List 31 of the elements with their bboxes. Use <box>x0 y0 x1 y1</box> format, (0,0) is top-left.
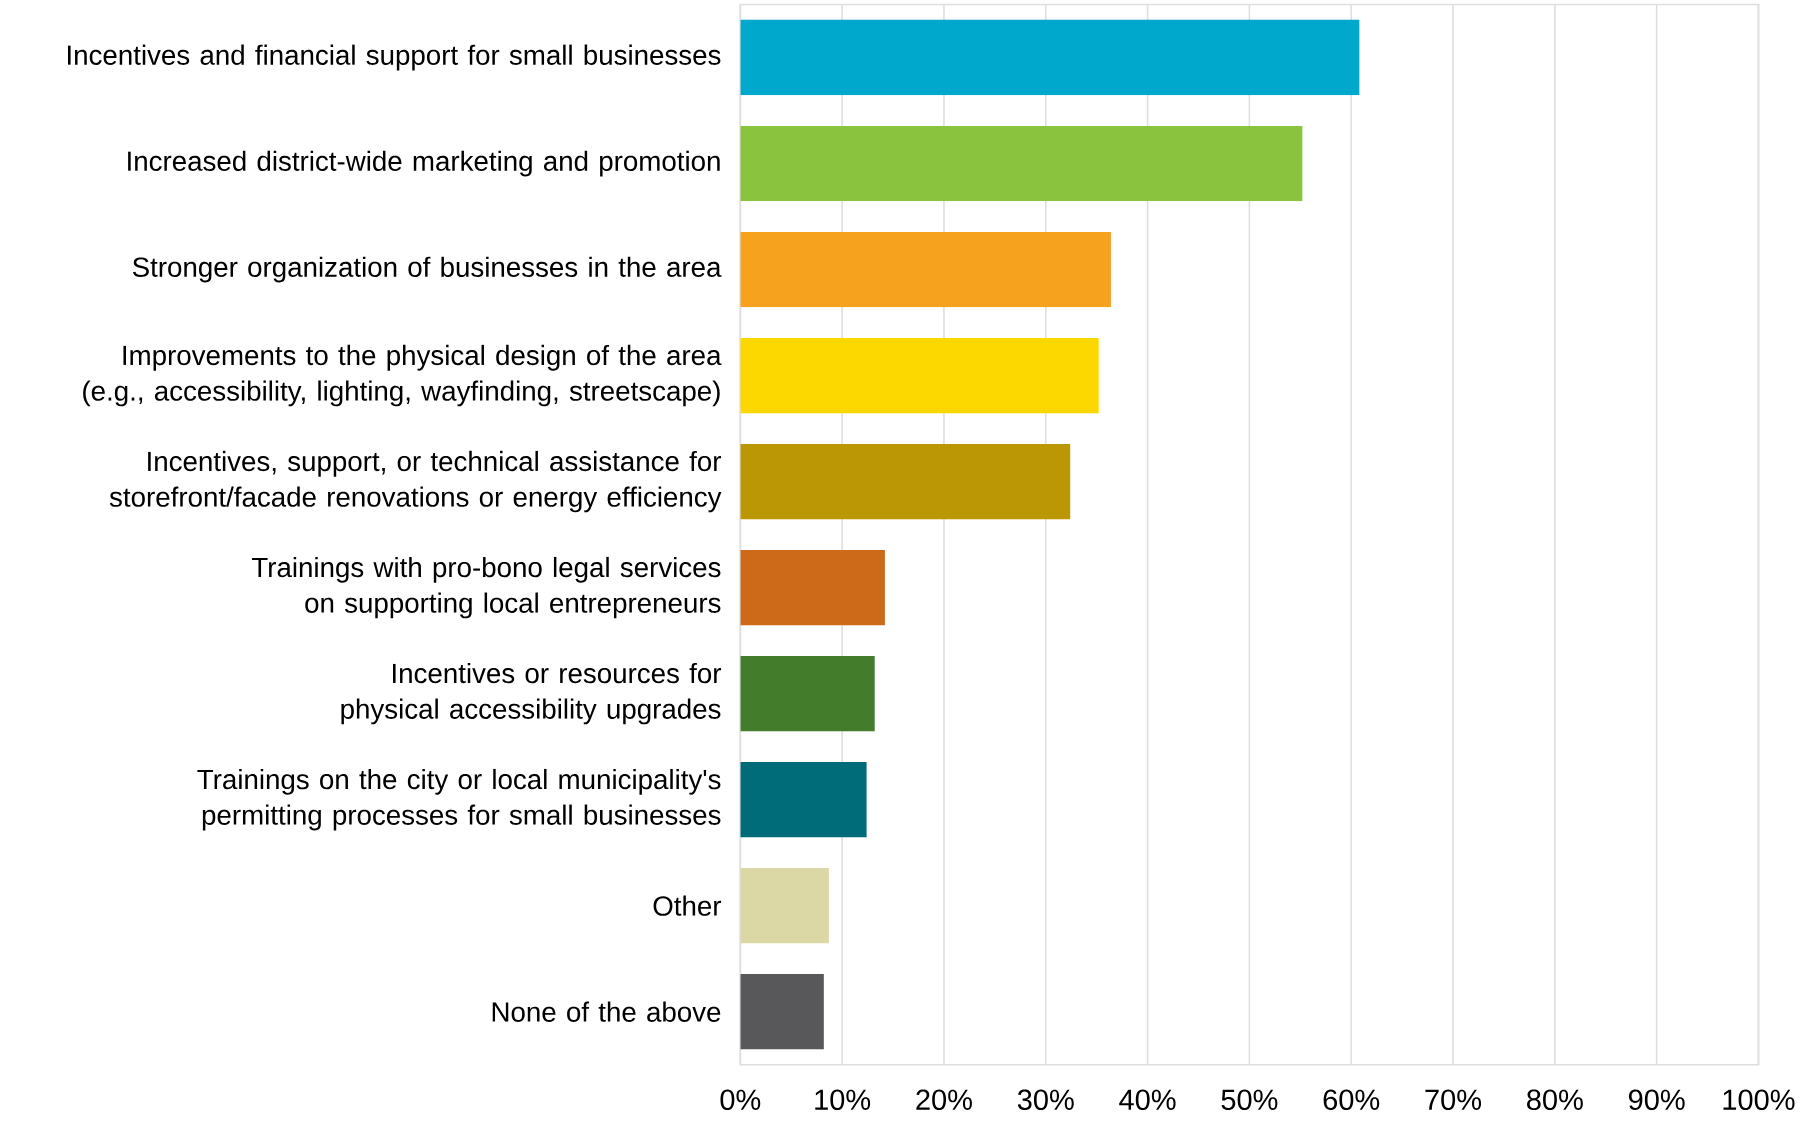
bar <box>740 443 1071 520</box>
x-tick-label: 20% <box>916 1089 972 1110</box>
x-tick-label: 40% <box>1119 1089 1176 1110</box>
x-tick-label: 70% <box>1425 1089 1481 1110</box>
bar <box>740 337 1099 414</box>
x-tick-label: 10% <box>815 1089 871 1110</box>
bar <box>740 655 875 732</box>
x-tick-label: 80% <box>1527 1089 1583 1110</box>
y-tick-label: Increased district-wide marketing and promotion <box>128 150 720 177</box>
y-tick-label: Incentives and financial support for small businesses <box>68 44 721 71</box>
y-tick-label: Incentives, support, or technical assistance for storefront/facade renovations or energy efficiency <box>109 450 722 513</box>
bar <box>740 867 829 944</box>
x-tick-label: 50% <box>1221 1089 1278 1110</box>
bar <box>740 973 824 1050</box>
bar <box>740 549 885 626</box>
y-tick-label: Incentives or resources for physical accessibility upgrades <box>341 662 722 725</box>
bar <box>740 19 1360 96</box>
y-tick-label: Other <box>653 895 722 916</box>
x-tick-label: 100% <box>1723 1089 1795 1110</box>
x-tick-label: 0% <box>720 1089 761 1110</box>
y-tick-label: None of the above <box>492 1001 721 1022</box>
x-tick-label: 30% <box>1017 1089 1074 1110</box>
y-tick-label: Trainings on the city or local municipality's permitting processes for small businesses <box>197 768 721 831</box>
bar <box>740 761 867 838</box>
y-tick-label: Trainings with pro-bono legal services on supporting local entrepreneurs <box>251 556 721 619</box>
x-tick-label: 60% <box>1323 1089 1380 1110</box>
bar <box>740 231 1111 308</box>
x-tick-label: 90% <box>1628 1089 1685 1110</box>
y-tick-label: Improvements to the physical design of the area (e.g., accessibility, lighting, wayfinding, streetscape) <box>83 344 722 407</box>
bar <box>740 125 1303 202</box>
y-tick-label: Stronger organization of businesses in the area <box>132 256 722 283</box>
